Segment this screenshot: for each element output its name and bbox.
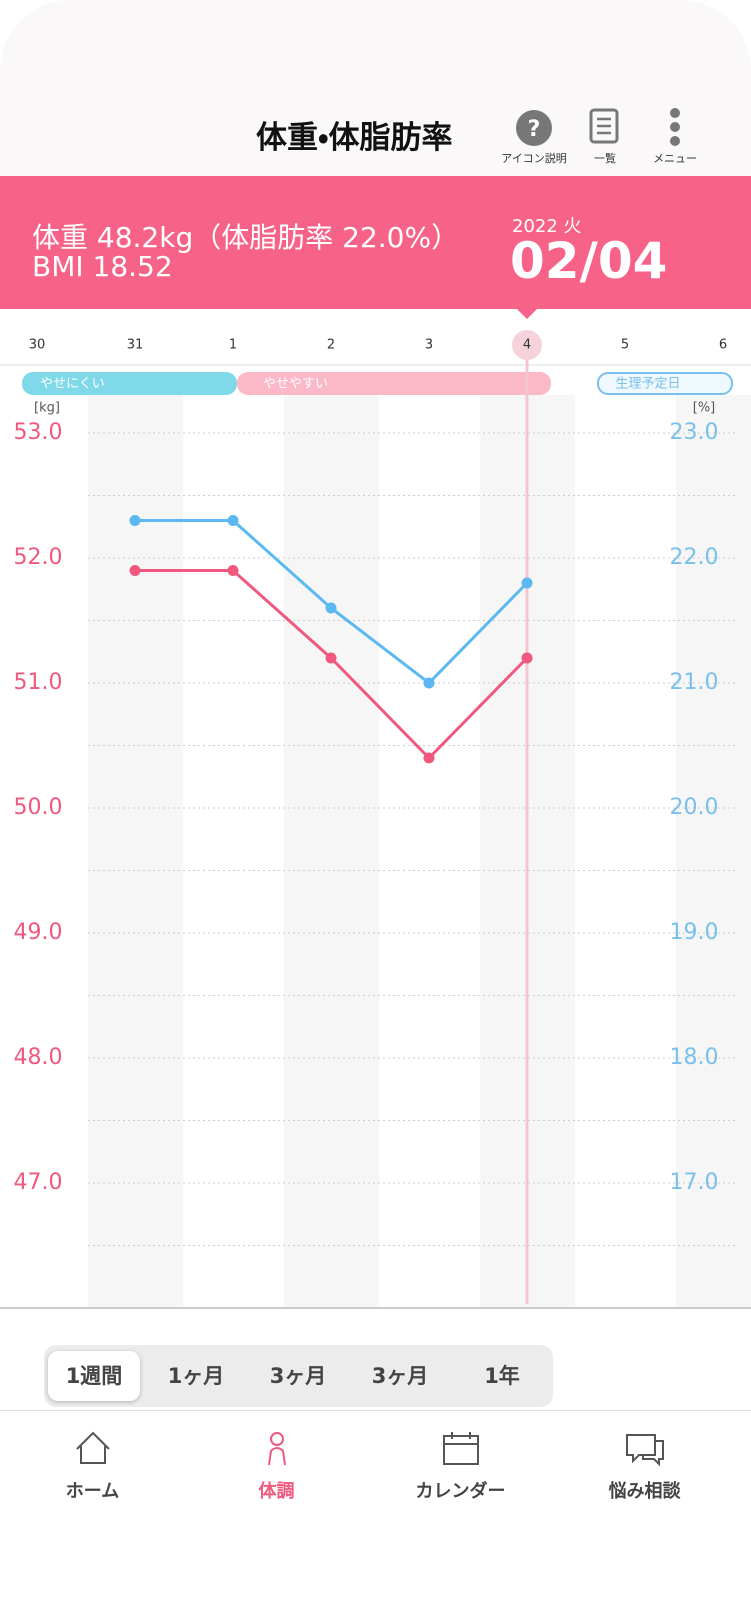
period-tab[interactable]: 1年	[484, 1364, 520, 1388]
y-tick-label: 51.0	[14, 670, 63, 695]
date-row-bg	[0, 309, 751, 365]
y2-tick-label: 18.0	[670, 1045, 719, 1070]
x-tick-label: 31	[127, 338, 144, 353]
y-tick-label: 49.0	[14, 920, 63, 945]
chart: 47.0 48.0 49.0 50.0 51.0 52.0 53.0 17.0 18.0 19.0…	[0, 309, 751, 1309]
series-point	[325, 602, 337, 614]
nav-icon	[267, 1432, 286, 1466]
x-tick-label: 1	[229, 338, 237, 353]
x-tick-label: 30	[29, 338, 46, 353]
period-tab[interactable]: 1ヶ月	[167, 1364, 225, 1388]
phase-label: 生理予定日	[615, 377, 680, 392]
menu-icon[interactable]	[664, 106, 686, 150]
x-tick-label: 3	[425, 338, 433, 353]
nav-item[interactable]: 悩み相談	[552, 1411, 737, 1503]
nav-item[interactable]: ホーム	[0, 1411, 185, 1503]
series-point	[227, 565, 239, 576]
x-tick-label: 4	[523, 338, 531, 353]
day-band	[676, 395, 751, 1307]
list-icon[interactable]	[588, 108, 622, 148]
y2-tick-label: 22.0	[670, 545, 719, 570]
bmi-text: BMI 18.52	[32, 250, 173, 283]
period-tabs: 1週間 1ヶ月 3ヶ月 3ヶ月 1年	[44, 1345, 553, 1407]
y-tick-label: 47.0	[14, 1170, 63, 1195]
series-point	[521, 652, 533, 664]
nav-label: 体調	[258, 1481, 295, 1502]
nav-icon	[625, 1434, 664, 1467]
series-point	[521, 577, 533, 589]
y2-tick-label: 20.0	[670, 795, 719, 820]
icon-label[interactable]: 一覧	[594, 152, 616, 165]
date-text: 02/04	[510, 232, 668, 290]
period-tab[interactable]: 3ヶ月	[371, 1364, 429, 1388]
weight-text: 体重 48.2kg（体脂肪率 22.0%）	[32, 221, 460, 254]
y-tick-label: 52.0	[14, 545, 63, 570]
y-tick-label: 48.0	[14, 1045, 63, 1070]
svg-text:?: ?	[528, 117, 541, 142]
day-band	[88, 395, 183, 1307]
nav-item[interactable]: 体調	[184, 1411, 369, 1503]
y2-tick-label: 23.0	[670, 420, 719, 445]
phase-bar	[597, 372, 733, 395]
period-tab[interactable]: 1週間	[48, 1351, 140, 1401]
period-tab[interactable]: 3ヶ月	[269, 1364, 327, 1388]
nav-item[interactable]: カレンダー	[368, 1411, 553, 1503]
x-tick-label: 5	[621, 338, 629, 353]
day-band	[284, 395, 379, 1307]
y-tick-label: 50.0	[14, 795, 63, 820]
phase-bar	[237, 372, 551, 395]
icon-label[interactable]: メニュー	[653, 152, 697, 165]
nav-label: ホーム	[65, 1481, 120, 1502]
nav-label: 悩み相談	[608, 1481, 681, 1502]
phase-label: やせにくい	[40, 377, 105, 392]
series-point	[227, 515, 239, 526]
phase-bar	[22, 372, 237, 395]
y-tick-label: 53.0	[14, 420, 63, 445]
series-point	[129, 565, 141, 576]
selected-day-circle	[512, 330, 542, 360]
x-tick-label: 6	[719, 338, 727, 353]
nav-icon	[442, 1432, 479, 1465]
series-point	[129, 515, 141, 526]
series-point	[423, 677, 435, 689]
year-text: 2022 火	[512, 216, 582, 237]
help-icon[interactable]: ?	[514, 108, 556, 150]
y2-unit: [%]	[693, 401, 716, 416]
pointer	[517, 309, 537, 319]
phase-label: やせやすい	[263, 377, 328, 392]
summary-banner: 体重 48.2kg（体脂肪率 22.0%） BMI 18.52 2022 火 0…	[0, 176, 751, 309]
nav-icon	[75, 1431, 110, 1464]
y2-tick-label: 17.0	[670, 1170, 719, 1195]
page-title: 体重・体脂肪率	[256, 120, 453, 156]
x-tick-label: 2	[327, 338, 335, 353]
icon-label[interactable]: アイコン説明	[501, 152, 567, 165]
nav-label: カレンダー	[415, 1481, 506, 1502]
y-unit: [kg]	[34, 401, 60, 416]
y2-tick-label: 21.0	[670, 670, 719, 695]
y2-tick-label: 19.0	[670, 920, 719, 945]
series-point	[423, 752, 435, 764]
series-point	[325, 652, 337, 664]
header	[0, 0, 751, 176]
bottom-nav: ホーム 体調 カレンダー 悩み相談	[0, 1410, 751, 1603]
